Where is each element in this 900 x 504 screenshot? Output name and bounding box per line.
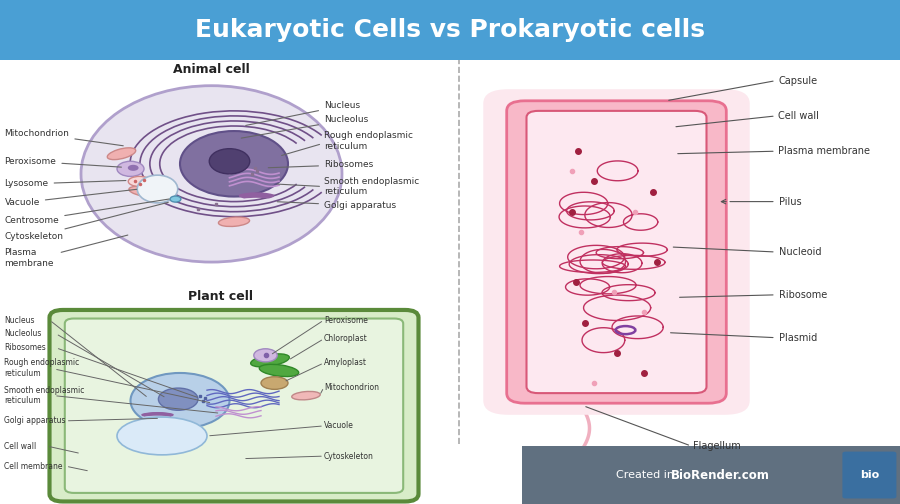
Ellipse shape (129, 186, 159, 197)
Text: Lysosome: Lysosome (4, 179, 126, 188)
Text: Flagellum: Flagellum (693, 441, 741, 451)
Text: Capsule: Capsule (778, 76, 817, 86)
Text: Nucleolus: Nucleolus (241, 115, 368, 138)
Text: Ribosome: Ribosome (778, 290, 827, 300)
Text: Plant cell: Plant cell (188, 290, 253, 303)
FancyBboxPatch shape (0, 0, 900, 60)
Text: Created in: Created in (616, 470, 678, 480)
Text: Animal cell: Animal cell (173, 63, 250, 76)
Text: Golgi apparatus: Golgi apparatus (277, 201, 396, 210)
Text: Nucleoid: Nucleoid (778, 247, 821, 257)
Text: Plasma membrane: Plasma membrane (778, 146, 870, 156)
FancyBboxPatch shape (483, 89, 750, 415)
Text: Vacuole: Vacuole (324, 421, 354, 430)
Text: Vacuole: Vacuole (4, 190, 137, 207)
Text: Smooth endoplasmic
reticulum: Smooth endoplasmic reticulum (4, 386, 85, 405)
Text: Nucleolus: Nucleolus (4, 329, 42, 338)
Circle shape (254, 349, 277, 362)
Ellipse shape (137, 175, 178, 203)
Text: Nucleus: Nucleus (4, 316, 35, 325)
Ellipse shape (251, 354, 289, 367)
Ellipse shape (117, 417, 207, 455)
Text: Centrosome: Centrosome (4, 199, 169, 225)
Text: Nucleus: Nucleus (246, 101, 360, 125)
Text: Cell wall: Cell wall (4, 442, 37, 451)
Text: Cell wall: Cell wall (778, 111, 819, 121)
Text: bio: bio (860, 470, 879, 480)
Circle shape (158, 388, 198, 410)
Circle shape (130, 373, 230, 428)
Text: Cell membrane: Cell membrane (4, 462, 63, 471)
Circle shape (170, 196, 181, 202)
Ellipse shape (292, 392, 320, 400)
FancyBboxPatch shape (65, 319, 403, 493)
Text: Rough endoplasmic
reticulum: Rough endoplasmic reticulum (4, 358, 80, 377)
Text: Ribosomes: Ribosomes (268, 160, 374, 169)
FancyBboxPatch shape (50, 310, 418, 501)
Text: Rough endoplasmic
reticulum: Rough endoplasmic reticulum (324, 132, 413, 151)
Text: Golgi apparatus: Golgi apparatus (4, 416, 66, 425)
Circle shape (117, 161, 144, 176)
Ellipse shape (107, 148, 136, 160)
Text: Mitochondrion: Mitochondrion (4, 129, 123, 146)
Text: Cytoskeleton: Cytoskeleton (4, 202, 168, 241)
Text: Cytoskeleton: Cytoskeleton (324, 452, 374, 461)
FancyBboxPatch shape (522, 446, 900, 504)
Text: Plasmid: Plasmid (778, 333, 817, 343)
FancyBboxPatch shape (526, 111, 706, 393)
Text: BioRender.com: BioRender.com (670, 469, 770, 482)
Text: Pilus: Pilus (778, 197, 801, 207)
Text: Smooth endoplasmic
reticulum: Smooth endoplasmic reticulum (324, 177, 419, 196)
Ellipse shape (81, 86, 342, 262)
Text: Eukaryotic Cells vs Prokaryotic cells: Eukaryotic Cells vs Prokaryotic cells (195, 18, 705, 42)
Text: Amyloplast: Amyloplast (324, 358, 367, 367)
Ellipse shape (219, 217, 249, 226)
Circle shape (128, 165, 139, 171)
Text: Peroxisome: Peroxisome (4, 157, 122, 167)
Text: Chloroplast: Chloroplast (324, 334, 368, 343)
Text: Plasma
membrane: Plasma membrane (4, 248, 54, 268)
Ellipse shape (180, 131, 288, 197)
Ellipse shape (209, 149, 250, 174)
Text: Peroxisome: Peroxisome (324, 316, 368, 325)
Ellipse shape (128, 176, 151, 186)
Text: Ribosomes: Ribosomes (4, 343, 46, 352)
Ellipse shape (259, 364, 299, 376)
FancyBboxPatch shape (507, 101, 726, 403)
Text: Mitochondrion: Mitochondrion (324, 383, 379, 392)
Ellipse shape (261, 377, 288, 389)
FancyBboxPatch shape (842, 452, 896, 498)
